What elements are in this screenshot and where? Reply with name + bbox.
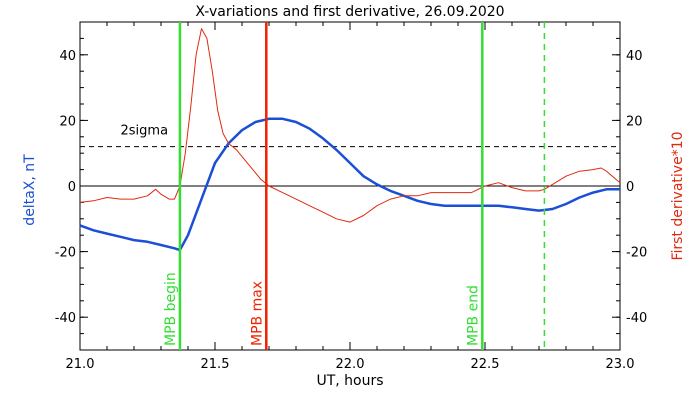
y-tick-label-left: -40 [55, 311, 76, 326]
marker-label: MPB begin [163, 272, 179, 346]
marker-label: MPB max [249, 281, 265, 346]
y-tick-label-right: 0 [626, 180, 634, 195]
x-axis-title: UT, hours [316, 373, 383, 389]
y-tick-label-left: 0 [68, 180, 76, 195]
marker-label: MPB end [465, 285, 481, 346]
series-layer [79, 28, 621, 252]
chart-title: X-variations and first derivative, 26.09… [195, 4, 504, 20]
x-tick-label: 22.5 [471, 357, 500, 372]
y-axis-title-left: deltaX, nT [22, 154, 38, 226]
threshold-label: 2sigma [121, 124, 169, 139]
x-tick-label: 23.0 [606, 357, 635, 372]
x-tick-label: 21.0 [66, 357, 95, 372]
y-tick-label-left: -20 [55, 246, 76, 261]
y-tick-label-left: 20 [59, 114, 76, 129]
y-axis-title-right: First derivative*10 [670, 131, 686, 260]
x-tick-label: 22.0 [336, 357, 365, 372]
y-tick-label-right: -20 [626, 246, 647, 261]
x-tick-label: 21.5 [201, 357, 230, 372]
y-tick-label-right: -40 [626, 311, 647, 326]
deltax-series-line [79, 117, 620, 252]
derivative-series-line [79, 28, 621, 223]
y-tick-label-right: 20 [626, 114, 643, 129]
y-tick-label-right: 40 [626, 49, 643, 64]
marker-layer: MPB begin MPB max MPB end [163, 22, 546, 350]
y-tick-label-left: 40 [59, 49, 76, 64]
axis-ticks: 21.0 21.5 22.0 22.5 23.0 -40 -40 -20 -20 0 0 20 20 40… [55, 21, 647, 372]
